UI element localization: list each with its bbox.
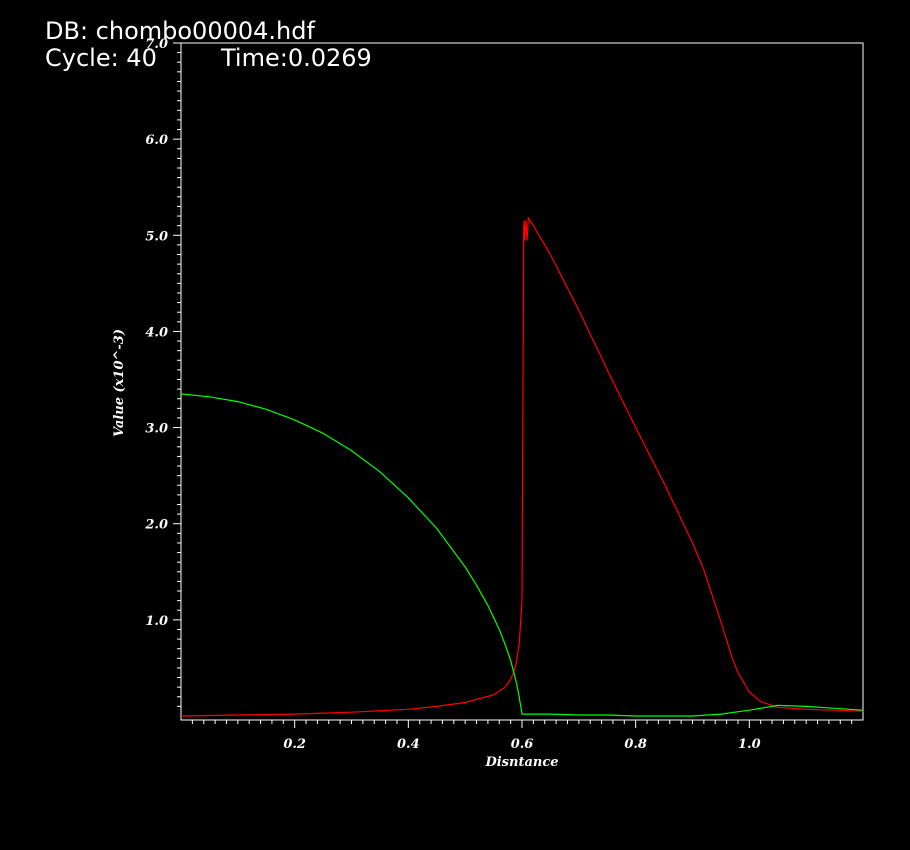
y-tick-label: 5.0 bbox=[145, 229, 168, 244]
x-tick-label: 0.2 bbox=[283, 737, 306, 752]
x-axis-ticks bbox=[191, 720, 853, 728]
y-axis-title: Value (x10^-3) bbox=[112, 329, 127, 437]
x-tick-label: 1.0 bbox=[738, 737, 761, 752]
series-layer bbox=[180, 217, 864, 717]
x-tick-label: 0.4 bbox=[397, 737, 420, 752]
y-tick-label: 1.0 bbox=[145, 614, 168, 629]
y-tick-label: 2.0 bbox=[144, 518, 168, 533]
y-tick-label: 3.0 bbox=[145, 422, 168, 437]
green-series-line bbox=[180, 393, 864, 717]
y-axis-tick-labels: 1.0 2.0 3.0 4.0 5.0 6.0 7.0 bbox=[144, 37, 168, 629]
x-tick-label: 0.8 bbox=[624, 737, 647, 752]
x-axis-title: Disntance bbox=[484, 755, 558, 770]
plot-frame bbox=[180, 42, 864, 721]
y-tick-label: 6.0 bbox=[145, 133, 168, 148]
y-tick-label: 4.0 bbox=[145, 325, 168, 340]
x-axis-tick-labels: 0.2 0.4 0.6 0.8 1.0 bbox=[283, 737, 760, 752]
red-series-line bbox=[180, 217, 864, 717]
x-tick-label: 0.6 bbox=[511, 737, 534, 752]
cycle-label: Cycle: 40 bbox=[45, 44, 157, 72]
y-axis-ticks bbox=[173, 42, 181, 707]
time-label: Time:0.0269 bbox=[221, 44, 372, 72]
database-label: DB: chombo00004.hdf bbox=[45, 17, 315, 45]
y-tick-label-top: 7.0 bbox=[145, 37, 168, 52]
